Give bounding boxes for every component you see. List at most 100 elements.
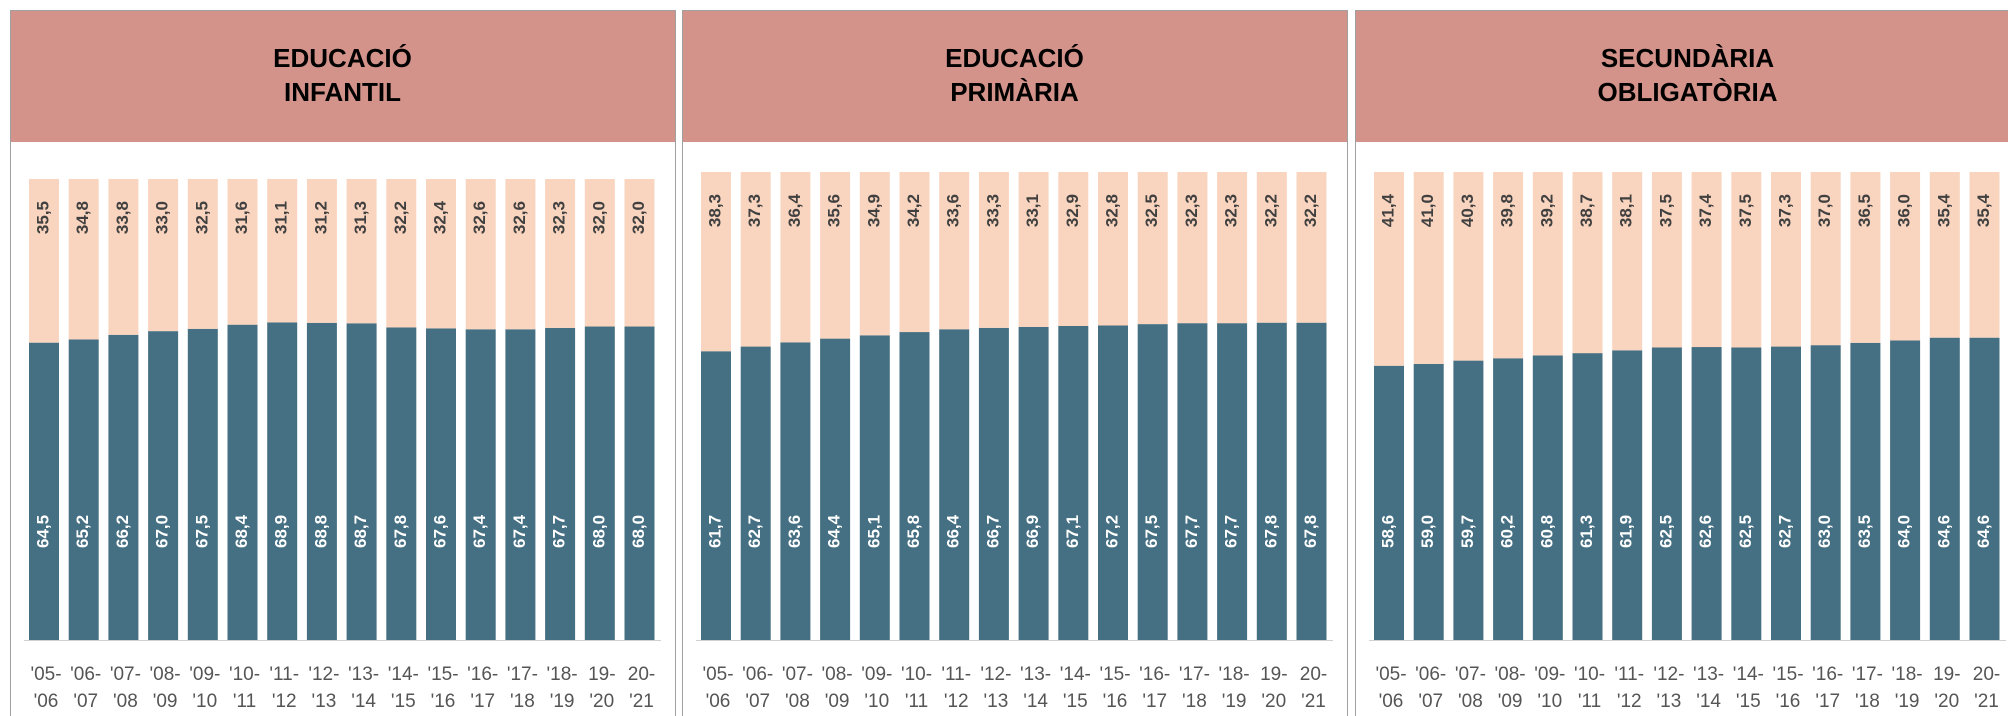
bar-segment [1098,325,1128,640]
value-label: 62,5 [1656,515,1675,548]
x-tick-label: '10- [901,664,932,685]
value-label: 31,3 [351,201,370,234]
bar-segment [426,179,456,329]
panel-header [683,11,1347,142]
x-tick-label: '11- [1614,664,1644,685]
chart-title: INFANTIL [284,77,401,107]
bar-segment [306,322,337,640]
x-tick-label: '16- [467,664,498,685]
bar-segment [859,335,890,640]
bar-segment [1532,172,1563,356]
bar-segment [148,179,179,332]
x-tick-label: '17 [1142,691,1167,712]
x-tick-label: '17- [1179,664,1210,685]
value-label: 32,2 [391,201,410,234]
value-label: 62,7 [1775,515,1794,548]
x-tick-label: '08- [822,664,853,685]
bar-segment [148,331,179,640]
bar-segment [1296,322,1327,640]
chart-panel: SECUNDÀRIA OBLIGATÒRIA 58,6 41,4 '05- '06 59,0… [1355,10,2008,716]
bar-segment [1137,324,1168,640]
x-tick-label: '18 [1182,691,1207,712]
value-label: 62,5 [1736,515,1755,548]
bar-segment [978,327,1009,640]
bar-segment [1532,355,1563,640]
x-tick-label: '09 [1498,691,1523,712]
x-tick-label: '06 [706,691,731,712]
bar-segment [859,172,890,336]
x-tick-label: '13 [312,691,337,712]
x-tick-label: '20 [1934,691,1959,712]
bar-segment [1374,365,1404,640]
value-label: 35,4 [1934,193,1953,227]
value-label: 40,3 [1458,194,1477,227]
x-tick-label: '13- [1693,664,1724,685]
x-tick-label: '05- [702,664,733,685]
bar-segment [267,322,298,640]
x-tick-label: 19- [1933,664,1960,685]
value-label: 67,1 [1063,515,1082,548]
value-label: 68,7 [351,515,370,548]
x-tick-label: '07 [73,691,98,712]
value-label: 67,4 [470,514,489,548]
x-tick-label: '11- [941,664,971,685]
chart-title: PRIMÀRIA [950,77,1079,107]
bar-segment [1810,345,1841,640]
value-label: 63,0 [1815,515,1834,548]
value-label: 32,6 [510,201,529,234]
value-label: 64,4 [825,514,844,548]
x-tick-label: '10 [864,691,889,712]
value-label: 66,9 [1023,515,1042,548]
x-tick-label: '15- [1099,664,1130,685]
bar-segment [1296,172,1327,323]
bar-segment [187,328,218,640]
value-label: 33,6 [944,194,963,227]
bar-segment [820,338,851,640]
bar-segment [1651,172,1682,348]
x-tick-label: '16- [1139,664,1170,685]
x-tick-label: '13- [348,664,379,685]
value-label: 38,3 [705,194,724,227]
bar-segment [187,179,218,329]
bar-segment [227,179,258,325]
x-tick-label: '12 [272,691,297,712]
value-label: 32,3 [1222,194,1241,227]
bar-segment [505,329,536,640]
value-label: 67,8 [391,515,410,548]
panel-header [11,11,675,142]
x-tick-label: '07- [110,664,141,685]
x-tick-label: '08- [1495,664,1526,685]
value-label: 66,2 [113,515,132,548]
bar-segment [68,179,99,340]
x-tick-label: '17 [470,691,495,712]
value-label: 68,8 [311,515,330,548]
value-label: 63,6 [785,515,804,548]
bar-segment [1969,172,2000,338]
value-label: 64,0 [1895,515,1914,548]
x-tick-label: '13 [1657,691,1682,712]
value-label: 67,8 [1261,515,1280,548]
bar-segment [1691,347,1722,640]
x-tick-label: '06- [742,664,773,685]
value-label: 59,7 [1458,515,1477,548]
value-label: 58,6 [1378,515,1397,548]
x-tick-label: '07- [1455,664,1486,685]
x-tick-label: '11- [269,664,299,685]
x-tick-label: '20 [1261,691,1286,712]
x-tick-label: '06 [34,691,59,712]
panel-header [1356,11,2008,142]
x-tick-label: '14- [388,664,419,685]
value-label: 61,7 [705,515,724,548]
bar-segment [1374,172,1404,366]
x-tick-label: '12- [1653,664,1684,685]
chart-panel: EDUCACIÓ INFANTIL 64,5 35,5 '05- '06 65,2 34,8 '… [10,10,676,716]
bar-segment [624,326,655,640]
value-label: 36,5 [1855,194,1874,227]
value-label: 32,2 [1301,194,1320,227]
value-label: 34,8 [73,201,92,234]
value-label: 64,5 [33,515,52,548]
x-tick-label: '13- [1020,664,1051,685]
value-label: 35,6 [825,194,844,227]
x-tick-label: '05- [1375,664,1406,685]
value-label: 32,3 [1182,194,1201,227]
